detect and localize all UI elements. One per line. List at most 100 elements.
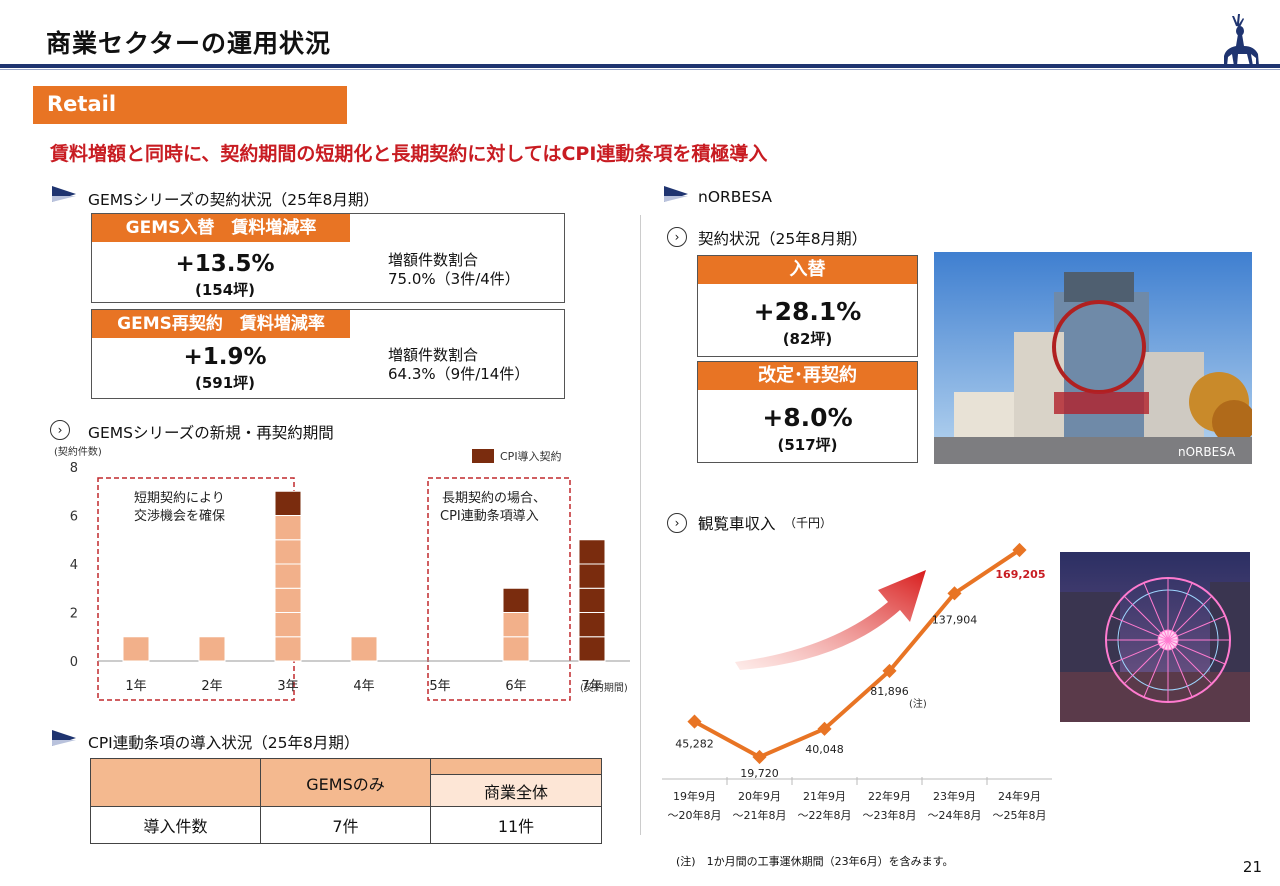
ferris-wheel-photo <box>1060 552 1250 722</box>
y-axis-label: (契約件数) <box>54 445 102 458</box>
chevron-right-icon: › <box>667 513 687 533</box>
norbesa-replace-area: (82坪) <box>782 330 833 348</box>
revenue-data-label: 19,720 <box>740 767 779 780</box>
annotation-short-line1: 短期契約により <box>134 491 225 506</box>
gems-renew-ratio-value: 64.3%（9件/14件） <box>388 365 530 383</box>
legend-swatch <box>472 449 494 463</box>
gems-chart-heading: GEMSシリーズの新規・再契約期間 <box>88 424 334 442</box>
bar-segment-standard <box>274 539 302 565</box>
bar-segment-cpi <box>578 587 606 613</box>
revenue-line <box>693 548 1021 760</box>
x-tick-label: 5年 <box>429 679 450 694</box>
bar-segment-cpi <box>274 490 302 516</box>
bar-segment-standard <box>274 563 302 589</box>
bar-segment-cpi <box>502 587 530 613</box>
gems-renew-ratio-label: 増額件数割合 <box>388 346 479 364</box>
ferris-wheel-icon <box>1105 577 1231 703</box>
norbesa-renew-area: (517坪) <box>777 436 838 454</box>
revenue-point <box>817 721 832 736</box>
revenue-point <box>882 663 897 678</box>
revenue-data-label: 81,896 <box>870 685 909 698</box>
bar-segment-cpi <box>578 563 606 589</box>
x-category-label: ～25年8月 <box>993 808 1047 822</box>
y-tick-label: 4 <box>70 558 78 573</box>
y-tick-label: 2 <box>70 607 78 622</box>
cpi-table-corner <box>90 758 261 807</box>
x-tick-label: 2年 <box>201 679 222 694</box>
cpi-all-value: 11件 <box>430 806 602 844</box>
x-category-label: 23年9月 <box>933 789 976 803</box>
bar-segment-standard <box>274 515 302 541</box>
revenue-point <box>687 714 702 729</box>
x-category-label: 19年9月 <box>673 789 716 803</box>
y-tick-label: 6 <box>70 510 78 525</box>
norbesa-renew-badge: 改定･再契約 <box>698 362 917 390</box>
growth-arrow-icon <box>735 570 926 670</box>
ferris-unit: （千円） <box>784 516 833 530</box>
gems-renew-area: (591坪) <box>194 374 256 392</box>
page-title: 商業セクターの運用状況 <box>46 29 332 58</box>
section-marker-icon <box>664 186 688 202</box>
x-category-label: ～23年8月 <box>863 808 917 822</box>
bar-segment-standard <box>274 587 302 613</box>
x-tick-label: 6年 <box>505 679 526 694</box>
norbesa-replace-rate: +28.1% <box>753 297 862 326</box>
chevron-right-icon: › <box>50 420 70 440</box>
note-marker: (注) <box>909 697 927 710</box>
bar-segment-standard <box>502 636 530 662</box>
x-category-label: 22年9月 <box>868 789 911 803</box>
gems-replace-ratio-label: 増額件数割合 <box>388 251 479 269</box>
cpi-col-gems: GEMSのみ <box>260 758 431 807</box>
y-tick-label: 8 <box>70 461 78 476</box>
gems-replace-badge: GEMS入替 賃料増減率 <box>92 214 350 242</box>
x-category-label: ～21年8月 <box>733 808 787 822</box>
annotation-long-line2: CPI連動条項導入 <box>440 508 539 524</box>
norbesa-replace-badge: 入替 <box>698 256 917 284</box>
norbesa-renew-rate: +8.0% <box>762 403 853 432</box>
bar-segment-standard <box>274 636 302 662</box>
revenue-data-label: 45,282 <box>675 738 714 751</box>
retail-tag: Retail <box>33 86 347 124</box>
gems-replace-area: (154坪) <box>194 281 256 299</box>
ferris-heading: 観覧車収入 <box>698 515 776 533</box>
x-axis-label: (契約期間) <box>580 681 628 694</box>
x-tick-label: 1年 <box>125 679 146 694</box>
cpi-table: GEMSのみ 商業全体 導入件数 7件 11件 <box>90 758 602 844</box>
x-tick-label: 4年 <box>353 679 374 694</box>
revenue-data-label: 169,205 <box>995 568 1045 581</box>
x-category-label: ～24年8月 <box>928 808 982 822</box>
bar-segment-standard <box>198 636 226 662</box>
revenue-data-label: 137,904 <box>932 613 978 626</box>
section-marker-icon <box>52 186 76 202</box>
page-number: 21 <box>1242 858 1262 876</box>
ferris-revenue-line-chart: 45,282 19年9月 ～20年8月 19,720 20年9月 ～21年8月 40,048… <box>662 542 1052 822</box>
bar-segment-cpi <box>578 539 606 565</box>
cpi-table-heading: CPI連動条項の導入状況（25年8月期） <box>88 734 360 752</box>
bar-segment-cpi <box>578 612 606 638</box>
legend-label: CPI導入契約 <box>500 449 562 463</box>
norbesa-heading: nORBESA <box>698 188 772 206</box>
x-tick-label: 3年 <box>277 679 298 694</box>
gems-contract-heading: GEMSシリーズの契約状況（25年8月期） <box>88 191 379 209</box>
bar-segment-standard <box>122 636 150 662</box>
cpi-col-all: 商業全体 <box>430 774 602 807</box>
norbesa-building-photo: nORBESA <box>934 252 1252 464</box>
revenue-point <box>752 749 767 765</box>
cpi-col-all-top <box>430 758 602 775</box>
headline: 賃料増額と同時に、契約期間の短期化と長期契約に対してはCPI連動条項を積極導入 <box>50 143 768 165</box>
bar-segment-standard <box>502 612 530 638</box>
x-category-label: 21年9月 <box>803 789 846 803</box>
gems-contract-bar-chart: (契約件数) (契約期間) CPI導入契約 短期契約により 交渉機会を確保 長期… <box>54 445 630 701</box>
norbesa-contract-heading: 契約状況（25年8月期） <box>698 230 868 248</box>
chevron-right-icon: › <box>667 227 687 247</box>
stag-logo-icon <box>1224 14 1259 66</box>
footnote: (注) 1か月間の工事運休期間（23年6月）を含みます。 <box>676 855 954 868</box>
y-tick-label: 0 <box>70 655 78 670</box>
gems-replace-ratio-value: 75.0%（3件/4件） <box>388 270 520 288</box>
bar-segment-standard <box>350 636 378 662</box>
long-term-highlight <box>427 477 571 701</box>
column-divider <box>640 215 641 835</box>
bar-segment-cpi <box>578 636 606 662</box>
section-marker-icon <box>52 730 76 746</box>
x-category-label: ～22年8月 <box>798 808 852 822</box>
